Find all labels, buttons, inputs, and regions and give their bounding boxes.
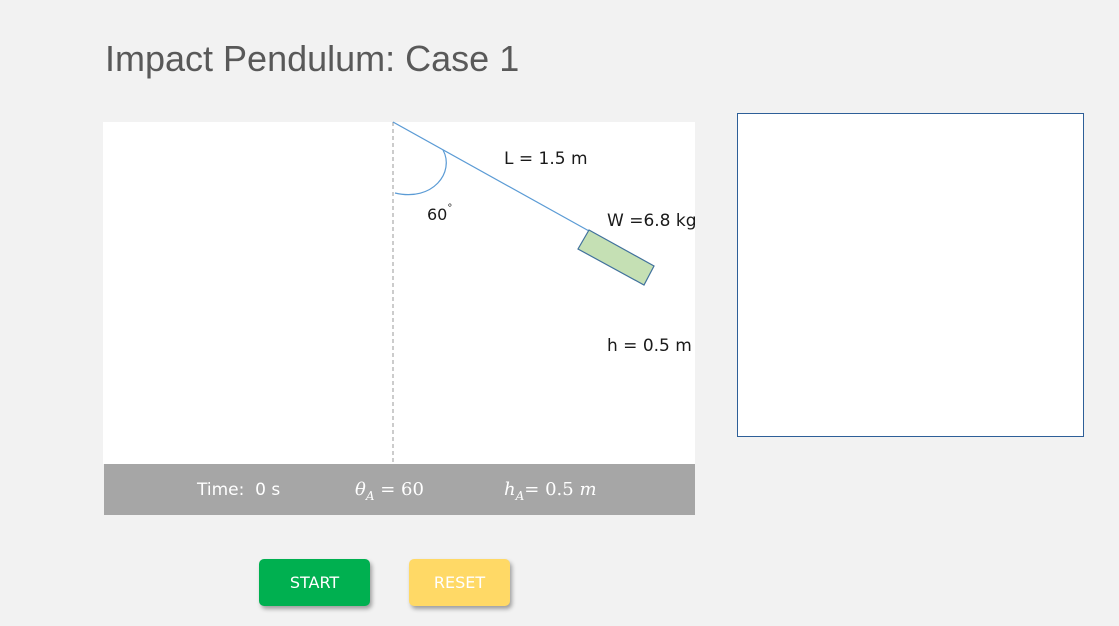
status-bar: Time: 0 s θA = 60 hA= 0.5 m (104, 464, 695, 515)
theta-symbol: θ (355, 479, 366, 500)
pendulum-mass (577, 229, 655, 286)
h-subscript: A (515, 489, 525, 503)
theta-readout: θA = 60 (355, 479, 424, 503)
h-symbol: h (504, 479, 516, 500)
simulation-canvas: L = 1.5 m W =6.8 kg h = 0.5 m 60° (103, 121, 697, 464)
start-button[interactable]: START (259, 559, 370, 606)
degree-symbol: ° (447, 203, 453, 214)
weight-label: W =6.8 kg (607, 211, 697, 231)
h-value: = 0.5 (524, 479, 574, 500)
height-label: h = 0.5 m (607, 336, 692, 356)
length-label: L = 1.5 m (504, 149, 588, 169)
angle-arc (394, 149, 447, 196)
height-readout: hA= 0.5 m (504, 479, 597, 503)
reset-button[interactable]: RESET (409, 559, 510, 606)
pendulum-string (392, 121, 617, 247)
theta-subscript: A (365, 489, 375, 503)
time-readout: Time: 0 s (197, 480, 280, 500)
pendulum-drawing (392, 121, 655, 464)
time-label: Time: (197, 480, 245, 500)
h-unit: m (579, 479, 597, 500)
theta-value: = 60 (374, 479, 424, 500)
time-value: 0 s (255, 480, 281, 500)
page-title: Impact Pendulum: Case 1 (105, 38, 520, 79)
graph-panel (737, 113, 1084, 437)
angle-label: 60° (427, 203, 452, 224)
angle-value: 60 (427, 205, 448, 224)
